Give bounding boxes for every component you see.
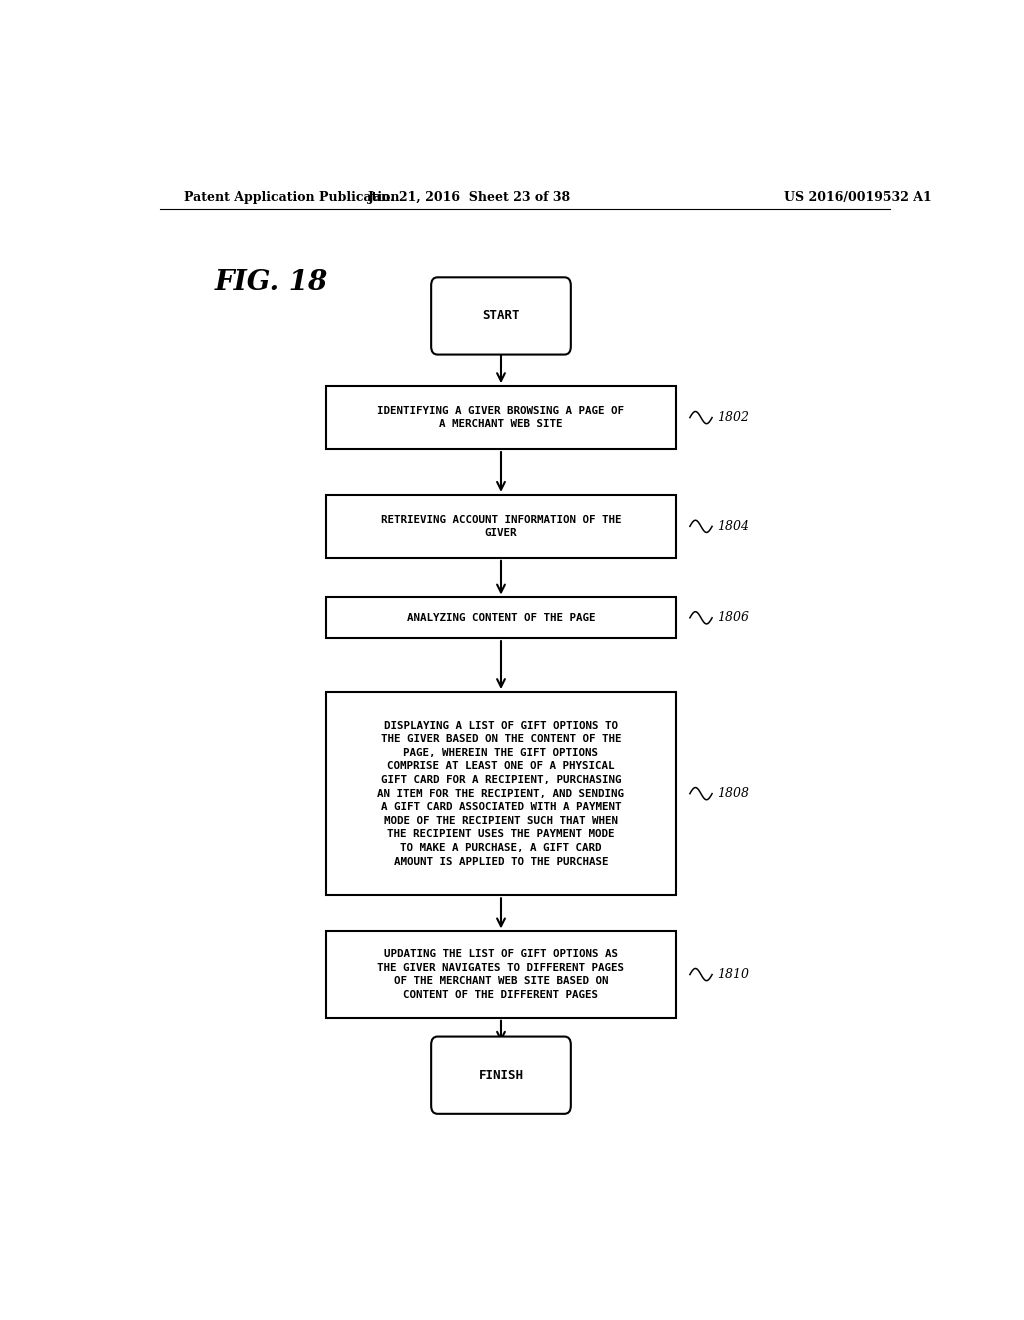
- Text: START: START: [482, 309, 520, 322]
- Text: 1804: 1804: [717, 520, 749, 533]
- Text: RETRIEVING ACCOUNT INFORMATION OF THE
GIVER: RETRIEVING ACCOUNT INFORMATION OF THE GI…: [381, 515, 622, 539]
- FancyBboxPatch shape: [327, 598, 676, 638]
- FancyBboxPatch shape: [431, 277, 570, 355]
- Text: FINISH: FINISH: [478, 1069, 523, 1081]
- Text: 1802: 1802: [717, 411, 749, 424]
- Text: FIG. 18: FIG. 18: [214, 269, 328, 296]
- Text: 1806: 1806: [717, 611, 749, 624]
- Text: IDENTIFYING A GIVER BROWSING A PAGE OF
A MERCHANT WEB SITE: IDENTIFYING A GIVER BROWSING A PAGE OF A…: [378, 405, 625, 429]
- FancyBboxPatch shape: [327, 692, 676, 895]
- FancyBboxPatch shape: [327, 385, 676, 449]
- Text: Patent Application Publication: Patent Application Publication: [183, 190, 399, 203]
- FancyBboxPatch shape: [431, 1036, 570, 1114]
- Text: UPDATING THE LIST OF GIFT OPTIONS AS
THE GIVER NAVIGATES TO DIFFERENT PAGES
OF T: UPDATING THE LIST OF GIFT OPTIONS AS THE…: [378, 949, 625, 1001]
- Text: ANALYZING CONTENT OF THE PAGE: ANALYZING CONTENT OF THE PAGE: [407, 612, 595, 623]
- Text: Jan. 21, 2016  Sheet 23 of 38: Jan. 21, 2016 Sheet 23 of 38: [368, 190, 570, 203]
- Text: 1810: 1810: [717, 968, 749, 981]
- Text: 1808: 1808: [717, 787, 749, 800]
- Text: US 2016/0019532 A1: US 2016/0019532 A1: [784, 190, 932, 203]
- FancyBboxPatch shape: [327, 932, 676, 1018]
- Text: DISPLAYING A LIST OF GIFT OPTIONS TO
THE GIVER BASED ON THE CONTENT OF THE
PAGE,: DISPLAYING A LIST OF GIFT OPTIONS TO THE…: [378, 721, 625, 867]
- FancyBboxPatch shape: [327, 495, 676, 558]
